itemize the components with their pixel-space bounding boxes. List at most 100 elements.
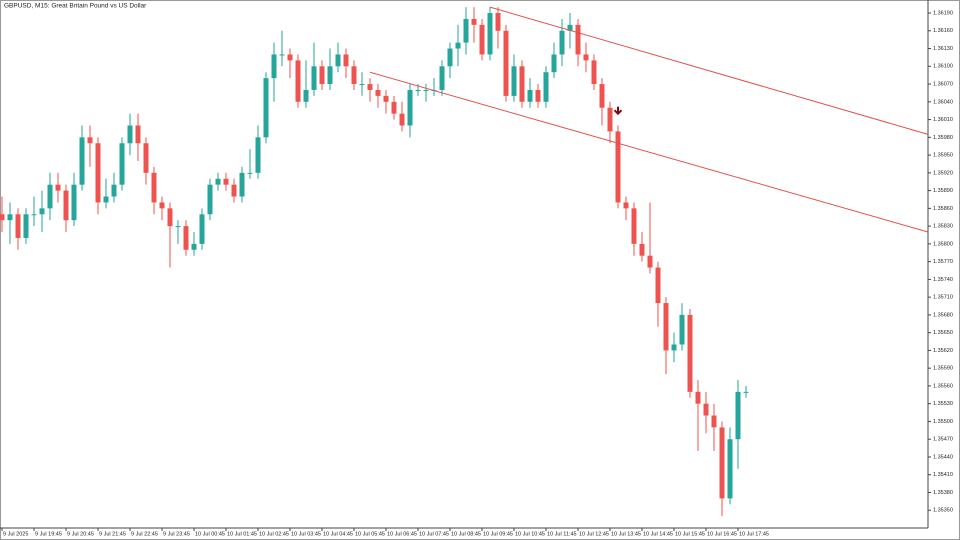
candle-body: [327, 66, 333, 85]
trendline: [369, 71, 929, 233]
candle-body: [287, 54, 293, 61]
candle-body: [599, 84, 605, 108]
candle-body: [55, 184, 61, 191]
candle-body: [159, 202, 165, 209]
candle-body: [463, 18, 469, 43]
candle-body: [295, 60, 301, 102]
x-tick-label: 10 Jul 17:45: [739, 531, 769, 537]
candle-body: [607, 107, 613, 132]
candle-body: [575, 24, 581, 55]
y-tick-label: 1.35800: [933, 241, 953, 247]
candle-body: [487, 13, 493, 55]
candle-body: [183, 226, 189, 250]
candle-body: [511, 66, 517, 96]
y-tick-label: 1.35500: [933, 419, 953, 425]
x-tick-label: 10 Jul 09:45: [483, 531, 513, 537]
candle-body: [615, 131, 621, 203]
candle-body: [103, 196, 109, 203]
x-tick-label: 10 Jul 15:45: [675, 531, 705, 537]
candle-body: [199, 214, 205, 244]
candle-body: [535, 89, 541, 102]
y-tick-label: 1.35440: [933, 454, 953, 460]
candle-body: [31, 214, 37, 216]
candle-body: [0, 214, 5, 221]
candle-body: [559, 30, 565, 55]
candle-body: [119, 143, 125, 185]
y-tick-label: 1.35380: [933, 490, 953, 496]
candle-body: [239, 172, 245, 197]
y-tick-label: 1.36190: [933, 10, 953, 16]
candle-body: [639, 243, 645, 256]
x-tick-label: 10 Jul 12:45: [579, 531, 609, 537]
y-tick-label: 1.36100: [933, 64, 953, 70]
y-tick-label: 1.35980: [933, 135, 953, 141]
x-tick-label: 10 Jul 11:45: [547, 531, 577, 537]
x-tick-label: 9 Jul 20:45: [67, 531, 94, 537]
candle-body: [151, 172, 157, 203]
x-tick-label: 9 Jul 2025: [3, 531, 28, 537]
candle-body: [743, 391, 749, 393]
candle-body: [647, 255, 653, 268]
candle-body: [583, 54, 589, 61]
candle-body: [63, 190, 69, 221]
y-tick-label: 1.35830: [933, 224, 953, 230]
candle-body: [439, 66, 445, 90]
candle-body: [351, 66, 357, 85]
x-tick-label: 9 Jul 19:45: [35, 531, 62, 537]
y-tick-label: 1.35650: [933, 330, 953, 336]
candle-body: [87, 137, 93, 144]
candle-body: [135, 125, 141, 144]
y-tick-label: 1.36010: [933, 117, 953, 123]
y-tick-label: 1.35740: [933, 277, 953, 283]
candle-body: [311, 66, 317, 90]
x-tick-label: 10 Jul 08:45: [451, 531, 481, 537]
candle-body: [471, 18, 477, 25]
candle-body: [735, 391, 741, 440]
candle-body: [207, 184, 213, 215]
x-tick-label: 9 Jul 22:45: [131, 531, 158, 537]
candle-body: [335, 54, 341, 67]
y-tick-label: 1.35620: [933, 348, 953, 354]
y-tick-label: 1.35860: [933, 206, 953, 212]
trendline: [489, 6, 929, 135]
candle-body: [375, 89, 381, 96]
x-tick-label: 10 Jul 10:45: [515, 531, 545, 537]
candle-body: [455, 42, 461, 49]
candle-body: [407, 89, 413, 126]
x-tick-label: 9 Jul 23:45: [163, 531, 190, 537]
y-tick-label: 1.35590: [933, 366, 953, 372]
candle-body: [71, 184, 77, 221]
candle-body: [7, 214, 13, 221]
candle-body: [247, 172, 253, 174]
chart-title: GBPUSD, M15: Great Britain Pound vs US D…: [4, 3, 147, 10]
x-tick-label: 10 Jul 02:45: [259, 531, 289, 537]
candle-body: [175, 226, 181, 228]
y-tick-label: 1.35770: [933, 259, 953, 265]
x-tick-label: 10 Jul 07:45: [419, 531, 449, 537]
y-tick-label: 1.36040: [933, 99, 953, 105]
y-tick-label: 1.35950: [933, 153, 953, 159]
candle-body: [383, 95, 389, 102]
x-tick-label: 10 Jul 00:45: [195, 531, 225, 537]
candle-body: [319, 66, 325, 85]
candle-body: [655, 267, 661, 304]
candle-body: [191, 243, 197, 250]
candle-body: [167, 208, 173, 227]
candle-body: [47, 184, 53, 209]
candle-body: [567, 24, 573, 31]
y-tick-label: 1.35470: [933, 437, 953, 443]
candle-body: [359, 84, 365, 86]
candle-body: [671, 344, 677, 351]
y-tick-label: 1.35890: [933, 188, 953, 194]
candle-body: [711, 415, 717, 428]
candle-body: [591, 60, 597, 85]
x-tick-label: 10 Jul 14:45: [643, 531, 673, 537]
candle-body: [703, 403, 709, 416]
candle-body: [503, 30, 509, 96]
x-tick-label: 9 Jul 21:45: [99, 531, 126, 537]
candle-body: [423, 89, 429, 91]
candle-body: [719, 427, 725, 499]
